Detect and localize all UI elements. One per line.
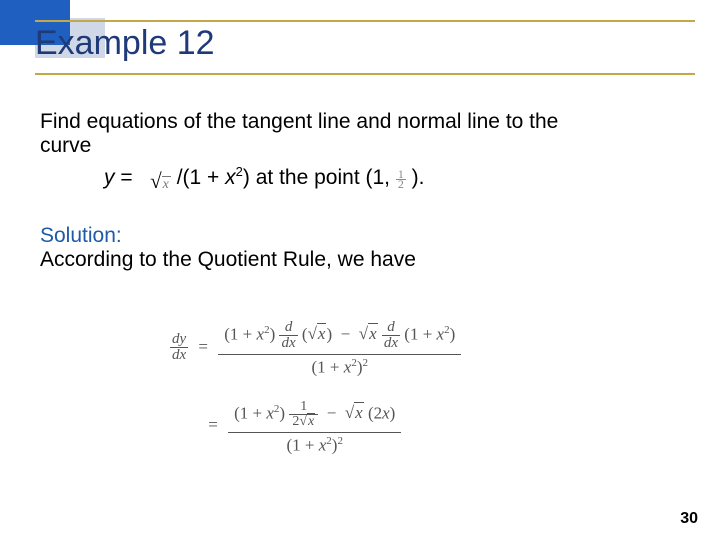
rhs-frac-1: (1 + x2) ddx (x) − x ddx (1 + x2) (1 + x…: [218, 320, 461, 376]
sqrt-x-icon: x: [150, 169, 171, 194]
page-number: 30: [680, 510, 698, 528]
eq-prefix: y =: [104, 166, 144, 189]
rule-top: [35, 20, 695, 22]
rhs-frac-2: (1 + x2) 12x − x (2x) (1 + x2)2: [228, 400, 401, 454]
page-title: Example 12: [35, 24, 215, 63]
dy-dx: dy dx: [170, 332, 188, 363]
solution-label: Solution:: [40, 224, 122, 247]
one-half-icon: 12: [396, 170, 406, 189]
eq-mid: /(1 + x2) at the point (1,: [177, 166, 396, 189]
intro-line1: Find equations of the tangent line and n…: [40, 110, 680, 134]
math-block: dy dx = (1 + x2) ddx (x) − x ddx (1 + x2…: [170, 320, 461, 453]
math-row-2: = (1 + x2) 12x − x (2x) (1 + x2)2: [170, 400, 461, 454]
body-text: Find equations of the tangent line and n…: [40, 110, 680, 272]
equation-line: y = x /(1 + x2) at the point (1, 12 ).: [104, 164, 680, 194]
intro-line2: curve: [40, 134, 680, 158]
rule-bottom: [35, 73, 695, 75]
slide: Example 12 Find equations of the tangent…: [0, 0, 720, 540]
math-row-1: dy dx = (1 + x2) ddx (x) − x ddx (1 + x2…: [170, 320, 461, 376]
eq-suffix: ).: [412, 166, 425, 189]
solution-text: According to the Quotient Rule, we have: [40, 248, 680, 272]
